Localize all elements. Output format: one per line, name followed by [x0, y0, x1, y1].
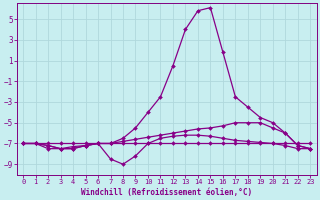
X-axis label: Windchill (Refroidissement éolien,°C): Windchill (Refroidissement éolien,°C)	[81, 188, 252, 197]
